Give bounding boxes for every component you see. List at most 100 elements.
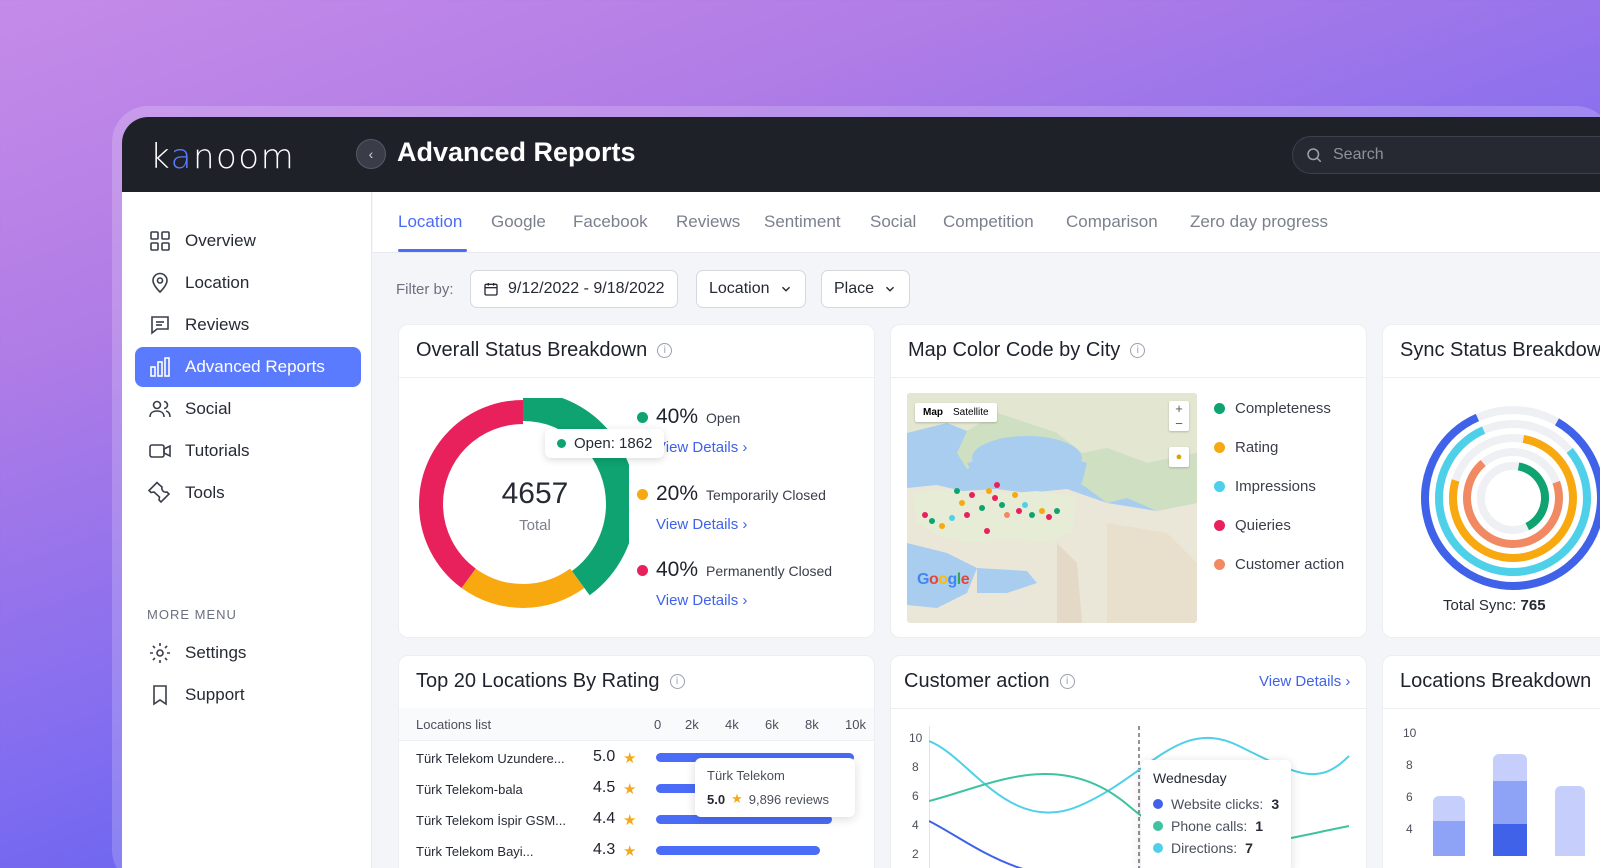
axis-tick: 0 [654,717,662,732]
card-title: Sync Status Breakdown [1400,339,1600,361]
tab-bar: Location Google Facebook Reviews Sentime… [373,192,1600,253]
sync-ring[interactable] [1443,428,1582,567]
location-filter-label: Location [709,280,770,297]
customer-action-view-details-link[interactable]: View Details › [1259,673,1351,690]
top-bar: kanoom ‹ Advanced Reports [122,117,1600,192]
search-icon [1307,148,1322,163]
axis-tick: 4k [725,717,739,732]
info-icon[interactable]: i [669,674,685,689]
tab-zero-day-progress[interactable]: Zero day progress [1190,212,1328,231]
locations-breakdown-card: Locations Breakdown 10 8 6 4 [1382,655,1600,868]
view-details-link-open[interactable]: View Details › [656,439,748,456]
y-tick: 8 [912,760,919,774]
sidebar-item-social[interactable]: Social [135,389,361,429]
sidebar-item-label: Overview [185,231,256,250]
location-filter-dropdown[interactable]: Location [696,270,806,308]
map-markers [922,482,1060,534]
sidebar-item-support[interactable]: Support [135,675,361,715]
satellite-view-button[interactable]: Satellite [953,407,989,418]
y-tick: 8 [1406,758,1413,772]
tooltip-rating: 5.0 [707,791,726,807]
map-zoom-controls: + − [1169,401,1189,431]
location-name[interactable]: Türk Telekom Bayi... [416,844,534,859]
y-tick: 2 [912,847,919,861]
donut-tooltip: Open: 1862 [545,429,665,458]
tab-competition[interactable]: Competition [943,212,1034,231]
search-input[interactable] [1333,146,1533,164]
map-legend-completeness: Completeness [1214,400,1331,417]
city-map[interactable]: Map Satellite + − ● Google [907,393,1197,623]
sidebar-item-overview[interactable]: Overview [135,221,361,261]
info-icon[interactable]: i [1059,674,1075,689]
sidebar-item-advanced-reports[interactable]: Advanced Reports [135,347,361,387]
stacked-bar[interactable] [1555,786,1585,856]
y-tick: 6 [1406,790,1413,804]
location-name[interactable]: Türk Telekom İspir GSM... [416,813,567,828]
sidebar-item-label: Reviews [185,315,250,334]
sidebar: Overview Location Reviews Advanced Repor… [122,192,372,868]
info-icon[interactable]: i [1130,343,1146,358]
logo[interactable]: kanoom [150,137,296,177]
collapse-sidebar-button[interactable]: ‹ [356,139,386,169]
sync-total: Total Sync: 765 [1443,597,1546,614]
rating-bar[interactable] [656,815,832,824]
calendar-icon [484,283,498,296]
street-view-pegman-icon[interactable]: ● [1169,447,1189,467]
tab-location[interactable]: Location [398,212,463,231]
tab-comparison[interactable]: Comparison [1066,212,1158,231]
rating-bar[interactable] [656,846,820,855]
table-header: Locations list 0 2k 4k 6k 8k 10k [399,708,874,741]
view-details-link-permanently-closed[interactable]: View Details › [656,592,748,609]
sync-ring[interactable] [1476,461,1550,535]
grid-icon [150,231,170,251]
sidebar-item-label: Advanced Reports [185,357,325,376]
place-filter-label: Place [834,280,875,297]
zoom-out-button[interactable]: − [1175,416,1183,431]
tab-google[interactable]: Google [491,212,546,231]
map-type-toggle[interactable]: Map Satellite [915,403,997,422]
sidebar-item-settings[interactable]: Settings [135,633,361,673]
rating-bar[interactable] [656,753,854,762]
location-rating: 4.5 [593,779,616,796]
location-name[interactable]: Türk Telekom-bala [416,782,523,797]
axis-tick: 8k [805,717,819,732]
map-view-button[interactable]: Map [923,407,943,418]
card-title: Overall Status Breakdown i [416,339,673,362]
tab-facebook[interactable]: Facebook [573,212,648,231]
zoom-in-button[interactable]: + [1175,401,1183,416]
donut-slice-open[interactable] [417,398,629,610]
sidebar-item-label: Social [185,399,232,418]
tab-reviews[interactable]: Reviews [676,212,741,231]
tab-social[interactable]: Social [870,212,917,231]
info-icon[interactable]: i [657,343,673,358]
y-tick: 10 [1403,726,1417,740]
tab-sentiment[interactable]: Sentiment [764,212,841,231]
sidebar-item-location[interactable]: Location [135,263,361,303]
sidebar-item-reviews[interactable]: Reviews [135,305,361,345]
search-box[interactable] [1292,136,1600,174]
y-tick: 10 [909,731,923,745]
legend-dot [637,489,648,500]
donut-slice-temporarily-closed[interactable] [419,400,627,608]
legend-dot [637,412,648,423]
date-range-picker[interactable]: 9/12/2022 - 9/18/2022 [470,270,678,308]
stacked-bar-segment [1433,821,1465,856]
sidebar-item-tools[interactable]: Tools [135,473,361,513]
sync-ring[interactable] [1413,398,1600,598]
place-filter-dropdown[interactable]: Place [821,270,911,308]
location-rating: 4.4 [593,810,616,827]
y-tick: 6 [912,789,919,803]
location-rating: 5.0 [593,748,616,765]
location-name[interactable]: Türk Telekom Uzundere... [416,751,565,766]
active-tab-indicator [398,249,467,252]
card-title: Top 20 Locations By Rating i [416,670,685,693]
sidebar-item-tutorials[interactable]: Tutorials [135,431,361,471]
tools-icon [148,481,171,504]
map-color-card: Map Color Code by City i [890,324,1367,638]
video-icon [149,444,171,458]
view-details-link-temporarily-closed[interactable]: View Details › [656,516,748,533]
sync-radial-chart [1413,398,1600,598]
chevron-down-icon [886,286,895,292]
chevron-down-icon [781,286,790,292]
chart-tooltip: Wednesday Website clicks: 3 Phone calls: 1… [1141,760,1291,868]
